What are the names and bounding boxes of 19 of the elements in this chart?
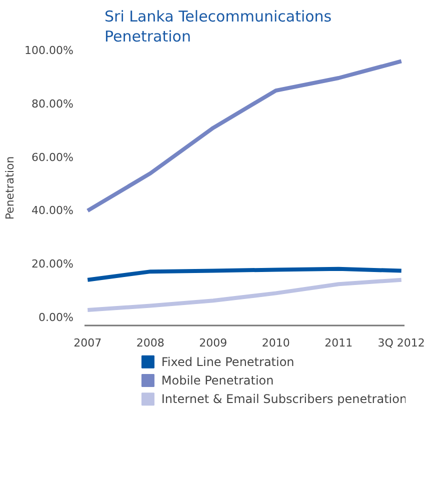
x-tick-label: 2011 xyxy=(324,336,353,350)
legend-label: Mobile Penetration xyxy=(161,374,274,388)
legend-label: Fixed Line Penetration xyxy=(161,354,294,369)
chart-title: Sri Lanka Telecommunications Penetration xyxy=(104,8,332,46)
x-tick-label: 2007 xyxy=(74,336,102,350)
y-tick-label: 80.00% xyxy=(32,97,74,110)
y-tick-label: 40.00% xyxy=(32,204,74,218)
y-tick-label: 0.00% xyxy=(38,310,74,324)
x-tick-label: 2009 xyxy=(199,336,228,350)
x-tick-label: 2010 xyxy=(262,336,290,350)
x-tick-label: 2008 xyxy=(136,336,164,350)
y-tick-label: 60.00% xyxy=(32,150,74,164)
line-series xyxy=(86,59,404,213)
y-axis-title: Penetration xyxy=(4,156,17,220)
line-series xyxy=(86,266,404,282)
line-series xyxy=(86,278,404,312)
y-tick-label: 20.00% xyxy=(32,258,74,271)
x-tick-label: 3Q 2012 xyxy=(378,336,425,350)
y-tick-label: 100.00% xyxy=(24,44,74,57)
